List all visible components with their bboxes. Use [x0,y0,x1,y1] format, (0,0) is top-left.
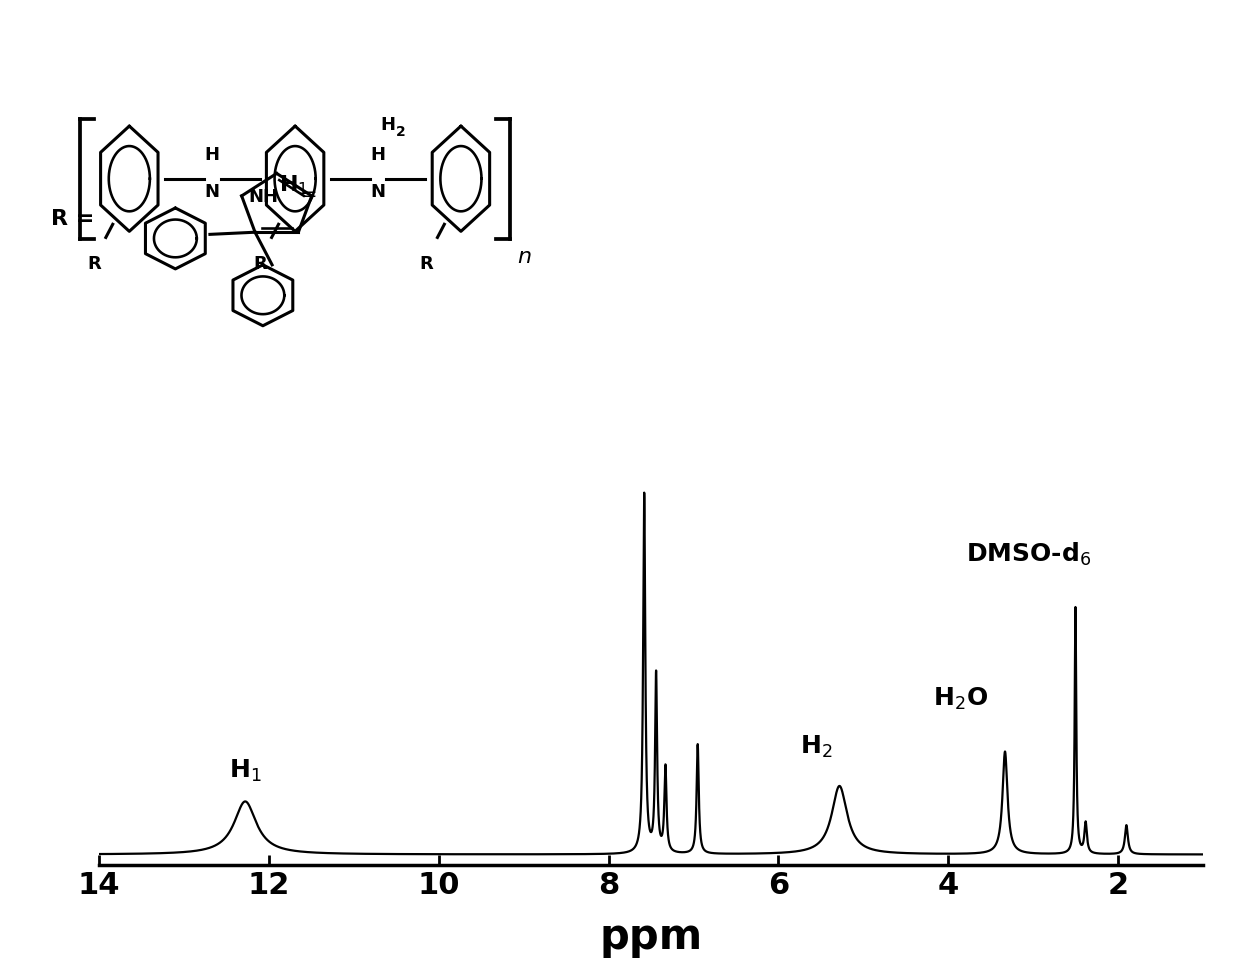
Text: H$_2$: H$_2$ [800,732,833,759]
Text: R =: R = [51,209,94,229]
Text: H: H [371,145,386,163]
Text: H: H [381,116,396,135]
Text: H$_2$O: H$_2$O [934,685,988,711]
Text: 2: 2 [396,125,405,139]
Text: R: R [419,255,433,272]
Text: H$_1$: H$_1$ [279,173,308,196]
X-axis label: ppm: ppm [599,916,703,957]
Text: H: H [205,145,219,163]
Text: NH: NH [248,187,279,206]
Text: N: N [371,184,386,201]
Text: n: n [517,247,531,267]
Text: R: R [88,255,102,272]
Text: N: N [205,184,219,201]
Text: =: = [301,185,317,204]
Text: R: R [253,255,267,272]
Text: DMSO-d$_6$: DMSO-d$_6$ [966,540,1091,567]
Text: H$_1$: H$_1$ [229,756,262,783]
